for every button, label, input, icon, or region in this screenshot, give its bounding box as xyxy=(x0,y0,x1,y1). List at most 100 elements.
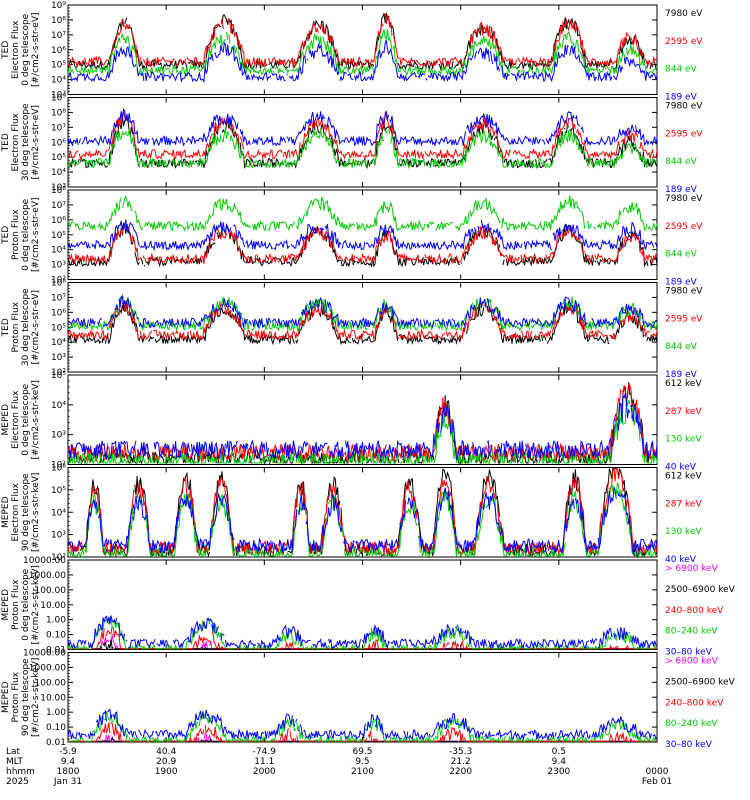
legend-entry: 189 eV xyxy=(665,278,698,288)
legend-entry: 240–800 keV xyxy=(665,698,724,708)
y-tick-label: 10⁷ xyxy=(51,201,66,211)
y-tick-label: 10⁵ xyxy=(51,61,66,71)
y-tick-label: 10⁸ xyxy=(51,186,66,196)
legend-entry: 7980 eV xyxy=(665,9,703,19)
y-tick-label: 10⁷ xyxy=(51,293,66,303)
legend-entry: 7980 eV xyxy=(665,102,703,112)
panel-4: 10⁸ 10⁷ 10⁶ 10⁵ 10⁴ 10³ 10² TED Proton Flux 30 de… xyxy=(1,279,703,381)
y-tick-label: 10.00 xyxy=(40,693,66,703)
legend-entry: 612 keV xyxy=(665,472,702,482)
legend-entry: 40 keV xyxy=(665,463,697,473)
y-axis-label: 90 deg telescope xyxy=(21,658,31,736)
series-line xyxy=(68,39,658,84)
legend-entry: 40 keV xyxy=(665,555,697,565)
legend-entry: > 6900 keV xyxy=(665,657,719,667)
legend-entry: 189 eV xyxy=(665,93,698,103)
y-tick-label: 10⁸ xyxy=(51,108,66,118)
legend-entry: 130 keV xyxy=(665,435,702,445)
x-tick-label: 1900 xyxy=(155,767,178,777)
series-line xyxy=(67,224,658,265)
y-tick-label: 10⁶ xyxy=(51,138,66,148)
x-tick-label: -35.3 xyxy=(449,747,472,757)
y-axis-label: [#/cm2-s-str-keV] xyxy=(31,658,41,737)
y-axis-label: TED xyxy=(1,133,11,152)
legend-entry: 844 eV xyxy=(665,342,698,352)
x-tick-label: 9.4 xyxy=(61,757,76,767)
panel-3: 10⁸ 10⁷ 10⁶ 10⁵ 10⁴ 10³ 10² TED Proton Flux 0 deg… xyxy=(1,186,703,288)
y-axis-label: MEPED xyxy=(1,404,11,436)
series-line xyxy=(67,399,658,465)
y-axis-label: Proton Flux xyxy=(11,671,21,722)
y-tick-label: 10³ xyxy=(51,531,66,541)
y-axis-label: 30 deg telescope xyxy=(21,103,31,181)
y-axis-label: Electron Flux xyxy=(11,482,21,541)
y-tick-label: 10² xyxy=(51,461,66,471)
x-tick-label: 9.4 xyxy=(552,757,567,767)
y-axis-label: 0 deg telescope xyxy=(21,568,31,640)
panel-6: 10⁶ 10⁵ 10⁴ 10³ 10² MEPED Electron Flux 90 deg … xyxy=(1,464,702,566)
y-tick-label: 10.00 xyxy=(40,601,66,611)
y-tick-label: 10⁶ xyxy=(51,216,66,226)
y-axis-label: [#/cm2-s-str-eV] xyxy=(31,105,41,180)
y-axis-label: [#/cm2-s-str-keV] xyxy=(31,380,41,459)
legend-entry: 7980 eV xyxy=(665,287,703,297)
y-tick-label: 10³ xyxy=(51,183,66,193)
y-tick-label: 0.01 xyxy=(46,738,66,748)
y-tick-label: 10⁵ xyxy=(51,323,66,333)
y-axis-label: Proton Flux xyxy=(11,579,21,630)
y-tick-label: 1000.00 xyxy=(29,571,66,581)
x-tick-label: 20.9 xyxy=(156,757,176,767)
series-line xyxy=(67,708,658,741)
y-tick-label: 100.00 xyxy=(35,678,67,688)
series-line xyxy=(67,108,658,147)
x-tick-label: -5.9 xyxy=(59,747,77,757)
y-axis-label: [#/cm2-s-str-eV] xyxy=(31,12,41,87)
y-tick-label: 10⁵ xyxy=(51,153,66,163)
y-tick-label: 10⁶ xyxy=(51,464,66,474)
plot-frame xyxy=(67,559,658,650)
y-tick-label: 1000.00 xyxy=(29,663,66,673)
y-tick-label: 10⁹ xyxy=(51,94,66,104)
y-tick-label: 10⁶ xyxy=(51,46,66,56)
series-line xyxy=(67,615,658,650)
panels-group: 10⁹ 10⁸ 10⁷ 10⁶ 10⁵ 10⁴ 10³ TED Electron Flux 0 d… xyxy=(1,1,736,750)
x-tick-label: Jan 31 xyxy=(53,777,82,787)
y-tick-label: 0.10 xyxy=(46,631,66,641)
x-tick-label: 21.2 xyxy=(451,757,471,767)
x-tick-label: -74.9 xyxy=(253,747,277,757)
y-axis-label: TED xyxy=(1,41,11,60)
y-tick-label: 10² xyxy=(51,276,66,286)
series-line xyxy=(67,393,658,461)
x-axis-row-label: hhmm xyxy=(6,767,35,777)
x-axis-row-label: 2025 xyxy=(6,777,29,787)
legend-entry: 2595 eV xyxy=(665,129,703,139)
y-tick-label: 10³ xyxy=(51,353,66,363)
x-tick-label: 0.5 xyxy=(552,747,566,757)
y-axis-label: 90 deg telescope xyxy=(21,473,31,551)
legend-entry: 2595 eV xyxy=(665,222,703,232)
panel-7: 10000.00 1000.00 100.00 10.00 1.00 0.10 0.01 ME… xyxy=(1,556,736,658)
panel-8: 10000.00 1000.00 100.00 10.00 1.00 0.10 0.01 ME… xyxy=(1,649,736,751)
series-line xyxy=(67,219,658,252)
legend-entry: 844 eV xyxy=(665,65,698,75)
x-tick-label: 69.5 xyxy=(352,747,372,757)
y-tick-label: 10⁴ xyxy=(51,338,66,348)
y-axis-label: [#/cm2-s-str-keV] xyxy=(31,473,41,552)
y-axis-label: MEPED xyxy=(1,496,11,528)
x-axis-row-label: MLT xyxy=(6,757,24,767)
series-line xyxy=(68,382,658,465)
legend-entry: 80–240 keV xyxy=(665,627,718,637)
legend-entry: > 6900 keV xyxy=(665,564,719,574)
y-tick-label: 10⁴ xyxy=(51,508,66,518)
x-tick-label: 11.1 xyxy=(254,757,274,767)
y-axis-label: TED xyxy=(1,226,11,245)
y-tick-label: 10000.00 xyxy=(23,556,66,566)
y-axis-label: [#/cm2-s-str-eV] xyxy=(31,197,41,272)
x-tick-label: 0000 xyxy=(646,767,669,777)
y-axis-label: Proton Flux xyxy=(11,209,21,260)
legend-entry: 189 eV xyxy=(665,185,698,195)
legend-entry: 844 eV xyxy=(665,157,698,167)
y-tick-label: 10³ xyxy=(51,91,66,101)
y-tick-label: 1.00 xyxy=(46,708,66,718)
y-tick-label: 10⁷ xyxy=(51,31,66,41)
